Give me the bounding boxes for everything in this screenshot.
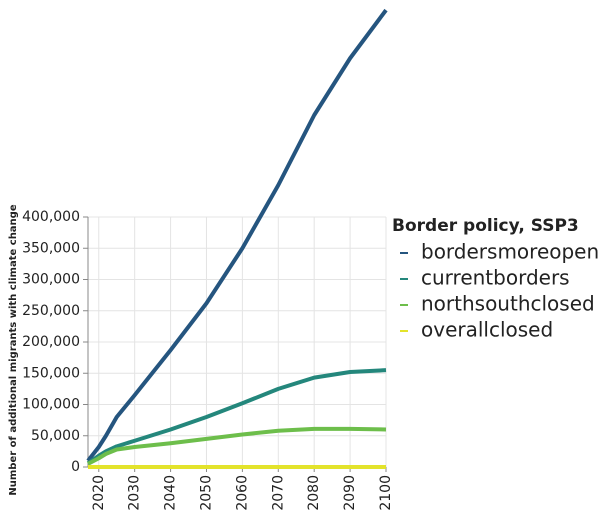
x-tick-label: 2090 — [342, 475, 358, 511]
legend-label: currentborders — [421, 266, 570, 290]
x-tick-label: 2040 — [163, 475, 179, 511]
y-tick-label: 250,000 — [22, 303, 80, 319]
x-tick-label: 2050 — [198, 475, 214, 511]
x-tick-label: 2020 — [91, 475, 107, 511]
line — [87, 426, 387, 466]
y-tick-label: 350,000 — [22, 240, 80, 256]
y-tick-label: 200,000 — [22, 334, 80, 350]
line — [86, 8, 388, 462]
line — [86, 368, 387, 465]
x-tick-label: 2080 — [306, 475, 322, 511]
y-tick-label: 400,000 — [22, 209, 80, 225]
y-tick-label: 0 — [71, 459, 80, 475]
x-tick-label: 2100 — [378, 475, 394, 511]
x-tick-label: 2030 — [127, 475, 143, 511]
y-tick-label: 150,000 — [22, 365, 80, 381]
x-tick-label: 2070 — [270, 475, 286, 511]
legend-label: northsouthclosed — [421, 292, 595, 316]
y-tick-label: 50,000 — [31, 428, 80, 444]
y-tick-label: 300,000 — [22, 272, 80, 288]
y-tick-label: 100,000 — [22, 397, 80, 413]
legend-title: Border policy, SSP3 — [392, 216, 579, 236]
x-tick-label: 2060 — [234, 475, 250, 511]
legend-label: bordersmoreopen — [421, 240, 599, 264]
y-axis-title: Number of additional migrants with clima… — [8, 204, 19, 495]
legend-label: overallclosed — [421, 318, 553, 342]
